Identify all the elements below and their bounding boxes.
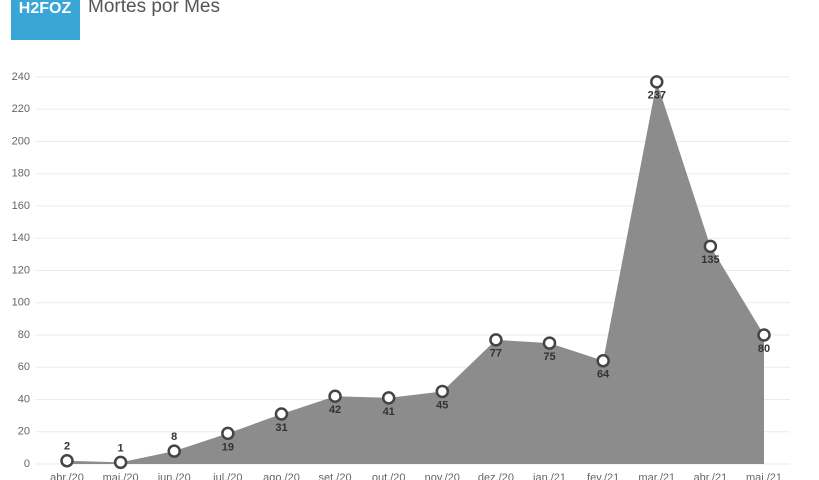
x-tick-label: ago./20 xyxy=(263,472,300,480)
data-label: 19 xyxy=(222,441,234,453)
point xyxy=(60,454,74,468)
y-tick-label: 160 xyxy=(12,200,30,212)
point xyxy=(435,384,450,399)
y-tick-label: 100 xyxy=(12,297,30,309)
y-tick-label: 60 xyxy=(18,361,30,373)
point xyxy=(381,391,396,405)
data-label: 1 xyxy=(118,442,124,454)
data-label: 42 xyxy=(329,404,341,416)
data-label: 2 xyxy=(64,441,70,453)
data-label: 45 xyxy=(436,399,448,411)
point xyxy=(596,354,610,368)
y-tick-label: 40 xyxy=(18,393,30,405)
data-label: 237 xyxy=(648,90,666,102)
chart-title: Mortes por Mes xyxy=(88,0,220,17)
data-label: 75 xyxy=(543,351,555,363)
y-tick-label: 140 xyxy=(12,232,30,244)
x-tick-label: mai./20 xyxy=(103,472,139,480)
data-label: 77 xyxy=(490,348,502,360)
y-tick-label: 120 xyxy=(12,264,30,276)
y-tick-label: 180 xyxy=(12,168,30,180)
x-tick-label: mar./21 xyxy=(638,472,675,480)
x-tick-label: out./20 xyxy=(372,472,406,480)
x-tick-label: jun./20 xyxy=(157,472,191,480)
point xyxy=(489,333,503,347)
point xyxy=(703,239,718,254)
x-tick-label: set./20 xyxy=(319,472,352,480)
point xyxy=(221,426,235,441)
y-tick-label: 240 xyxy=(12,71,30,83)
point xyxy=(167,444,181,458)
point xyxy=(542,336,557,350)
point xyxy=(757,328,771,342)
y-tick-label: 220 xyxy=(12,103,30,115)
point xyxy=(328,389,342,404)
data-label: 31 xyxy=(275,422,287,434)
y-tick-label: 80 xyxy=(18,329,30,341)
area xyxy=(67,81,764,465)
x-tick-label: mai./21 xyxy=(746,472,782,480)
point xyxy=(650,75,664,89)
logo: H2FOZ xyxy=(19,0,72,17)
x-tick-label: jul./20 xyxy=(212,472,242,480)
y-tick-label: 0 xyxy=(24,458,30,470)
point xyxy=(274,407,289,421)
logo-box xyxy=(11,0,80,40)
x-tick-label: dez./20 xyxy=(478,472,514,480)
data-label: 8 xyxy=(171,431,177,443)
x-tick-label: abr./20 xyxy=(50,472,84,480)
x-tick-label: jan./21 xyxy=(532,472,566,480)
data-label: 64 xyxy=(597,369,610,381)
data-label: 41 xyxy=(383,406,395,418)
x-tick-label: fev./21 xyxy=(587,472,619,480)
data-label: 135 xyxy=(701,254,719,266)
point xyxy=(113,455,128,470)
x-tick-label: abr./21 xyxy=(694,472,728,480)
y-tick-label: 20 xyxy=(18,426,30,438)
x-tick-label: nov./20 xyxy=(425,472,460,480)
data-label: 80 xyxy=(758,343,770,355)
y-tick-label: 200 xyxy=(12,135,30,147)
